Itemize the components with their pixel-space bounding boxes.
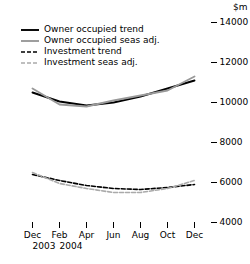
svg-text:$m: $m	[233, 2, 248, 12]
svg-text:8000: 8000	[220, 137, 243, 147]
html-text:Owner occupied seas adj.: Owner occupied seas adj.	[44, 35, 160, 45]
svg-text:2004: 2004	[60, 241, 83, 251]
svg-text:12000: 12000	[220, 57, 249, 67]
html-text:Owner occupied trend: Owner occupied trend	[44, 24, 144, 34]
html-text:Investment seas adj.: Investment seas adj.	[44, 57, 138, 67]
svg-text:Jun: Jun	[105, 230, 120, 240]
svg-text:Dec: Dec	[186, 230, 203, 240]
svg-text:Feb: Feb	[52, 230, 68, 240]
svg-text:Aug: Aug	[132, 230, 150, 240]
svg-text:Apr: Apr	[79, 230, 95, 240]
html-text:Investment trend: Investment trend	[44, 46, 122, 56]
svg-text:2003: 2003	[33, 241, 56, 251]
svg-text:10000: 10000	[220, 97, 249, 107]
svg-text:Oct: Oct	[160, 230, 176, 240]
svg-text:Dec: Dec	[24, 230, 41, 240]
svg-text:4000: 4000	[220, 217, 243, 227]
svg-text:14000: 14000	[220, 17, 249, 27]
svg-text:6000: 6000	[220, 177, 243, 187]
